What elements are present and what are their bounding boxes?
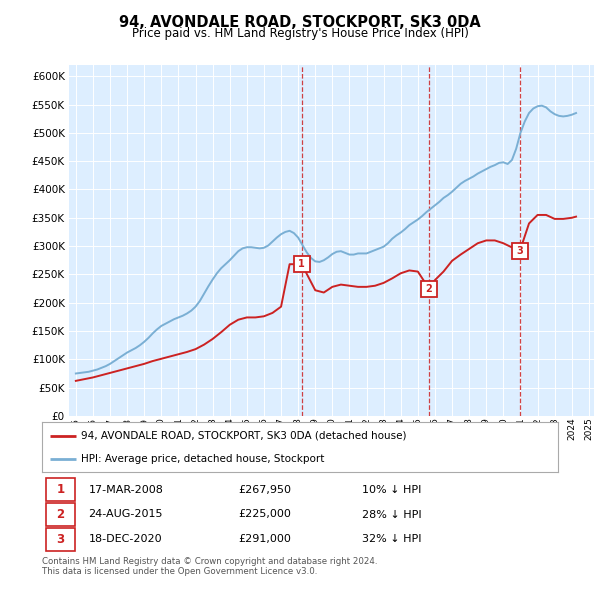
Text: HPI: Average price, detached house, Stockport: HPI: Average price, detached house, Stoc… bbox=[80, 454, 324, 464]
Text: 2: 2 bbox=[425, 284, 433, 294]
Text: 1: 1 bbox=[56, 483, 64, 496]
Text: 28% ↓ HPI: 28% ↓ HPI bbox=[362, 510, 422, 519]
Text: 94, AVONDALE ROAD, STOCKPORT, SK3 0DA (detached house): 94, AVONDALE ROAD, STOCKPORT, SK3 0DA (d… bbox=[80, 431, 406, 441]
Text: 10% ↓ HPI: 10% ↓ HPI bbox=[362, 485, 421, 495]
Text: 1: 1 bbox=[298, 259, 305, 269]
Text: 2: 2 bbox=[56, 508, 64, 521]
Text: 3: 3 bbox=[517, 246, 523, 256]
Text: 3: 3 bbox=[56, 533, 64, 546]
Text: £267,950: £267,950 bbox=[238, 485, 291, 495]
FancyBboxPatch shape bbox=[46, 527, 74, 550]
Text: Price paid vs. HM Land Registry's House Price Index (HPI): Price paid vs. HM Land Registry's House … bbox=[131, 27, 469, 40]
Text: 18-DEC-2020: 18-DEC-2020 bbox=[88, 534, 162, 544]
Text: £291,000: £291,000 bbox=[238, 534, 291, 544]
FancyBboxPatch shape bbox=[46, 478, 74, 501]
Text: 94, AVONDALE ROAD, STOCKPORT, SK3 0DA: 94, AVONDALE ROAD, STOCKPORT, SK3 0DA bbox=[119, 15, 481, 30]
Text: 32% ↓ HPI: 32% ↓ HPI bbox=[362, 534, 421, 544]
Text: £225,000: £225,000 bbox=[238, 510, 291, 519]
Text: 24-AUG-2015: 24-AUG-2015 bbox=[88, 510, 163, 519]
FancyBboxPatch shape bbox=[46, 503, 74, 526]
Text: Contains HM Land Registry data © Crown copyright and database right 2024.
This d: Contains HM Land Registry data © Crown c… bbox=[42, 557, 377, 576]
Text: 17-MAR-2008: 17-MAR-2008 bbox=[88, 485, 163, 495]
